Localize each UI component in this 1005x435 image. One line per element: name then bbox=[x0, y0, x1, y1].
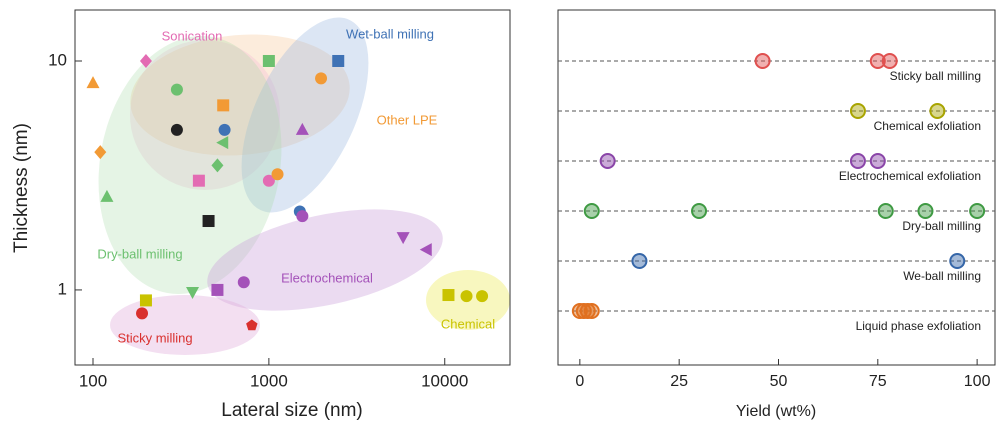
marker bbox=[139, 294, 152, 307]
dot bbox=[929, 103, 946, 119]
marker bbox=[100, 189, 114, 202]
region bbox=[130, 40, 280, 190]
x-tick-label: 100 bbox=[964, 373, 991, 390]
dot bbox=[583, 203, 600, 219]
dot bbox=[849, 153, 866, 169]
dot bbox=[599, 153, 616, 169]
group-label: Dry-ball milling bbox=[97, 246, 182, 261]
dot bbox=[917, 203, 934, 219]
y-tick-label: 1 bbox=[58, 279, 67, 298]
dot bbox=[881, 53, 898, 69]
marker bbox=[271, 168, 284, 181]
marker bbox=[246, 319, 258, 331]
marker bbox=[237, 276, 250, 289]
x-axis-label: Yield (wt%) bbox=[736, 403, 816, 420]
group-label: Wet-ball milling bbox=[346, 26, 434, 41]
dot bbox=[631, 253, 648, 269]
row-label: Dry-ball milling bbox=[902, 219, 981, 233]
x-tick-label: 75 bbox=[869, 373, 887, 390]
x-tick-label: 25 bbox=[670, 373, 688, 390]
marker bbox=[139, 53, 152, 68]
marker bbox=[396, 232, 410, 245]
dot bbox=[849, 103, 866, 119]
group-label: Chemical bbox=[441, 316, 495, 331]
row-label: We-ball milling bbox=[903, 269, 981, 283]
marker bbox=[476, 290, 489, 303]
marker bbox=[217, 99, 230, 112]
marker bbox=[419, 243, 432, 257]
y-axis-label: Thickness (nm) bbox=[11, 123, 32, 253]
x-tick-label: 0 bbox=[575, 373, 584, 390]
group-label: Sonication bbox=[162, 28, 223, 43]
dot bbox=[969, 203, 986, 219]
x-axis-label: Lateral size (nm) bbox=[221, 400, 363, 421]
row-label: Chemical exfoliation bbox=[874, 119, 981, 133]
dot bbox=[869, 153, 886, 169]
x-tick-label: 1000 bbox=[250, 371, 288, 390]
marker bbox=[211, 283, 224, 296]
plot-frame bbox=[557, 9, 996, 366]
marker bbox=[332, 54, 345, 67]
marker bbox=[86, 76, 100, 89]
dot bbox=[754, 53, 771, 69]
group-label: Sticky milling bbox=[117, 330, 192, 345]
dot bbox=[877, 203, 894, 219]
dot bbox=[949, 253, 966, 269]
dot bbox=[691, 203, 708, 219]
marker bbox=[315, 72, 328, 85]
x-tick-label: 100 bbox=[79, 371, 107, 390]
y-tick-label: 10 bbox=[48, 50, 67, 69]
group-regions bbox=[98, 17, 510, 355]
marker bbox=[460, 290, 473, 303]
region bbox=[98, 36, 282, 294]
marker bbox=[170, 123, 183, 136]
row-label: Electrochemical exfoliation bbox=[839, 169, 981, 183]
row-label: Sticky ball milling bbox=[890, 69, 981, 83]
row-label: Liquid phase exfoliation bbox=[856, 319, 981, 333]
plot-frame bbox=[74, 9, 511, 366]
marker bbox=[202, 215, 215, 228]
marker bbox=[192, 174, 205, 187]
group-label: Electrochemical bbox=[281, 270, 373, 285]
marker bbox=[94, 145, 107, 160]
dot bbox=[583, 303, 600, 319]
region bbox=[130, 34, 350, 156]
group-label: Other LPE bbox=[377, 112, 438, 127]
dot bbox=[579, 303, 596, 319]
marker bbox=[295, 122, 309, 135]
x-tick-label: 50 bbox=[770, 373, 788, 390]
marker bbox=[170, 83, 183, 96]
marker bbox=[442, 289, 455, 302]
marker bbox=[262, 174, 275, 187]
x-tick-label: 10000 bbox=[421, 371, 468, 390]
marker bbox=[136, 307, 149, 320]
dot bbox=[869, 53, 886, 69]
marker bbox=[211, 158, 224, 173]
marker bbox=[216, 136, 229, 150]
marker bbox=[296, 210, 309, 223]
marker bbox=[186, 286, 200, 299]
region bbox=[207, 209, 443, 311]
region bbox=[110, 295, 260, 355]
marker bbox=[218, 123, 231, 136]
marker bbox=[262, 54, 275, 67]
